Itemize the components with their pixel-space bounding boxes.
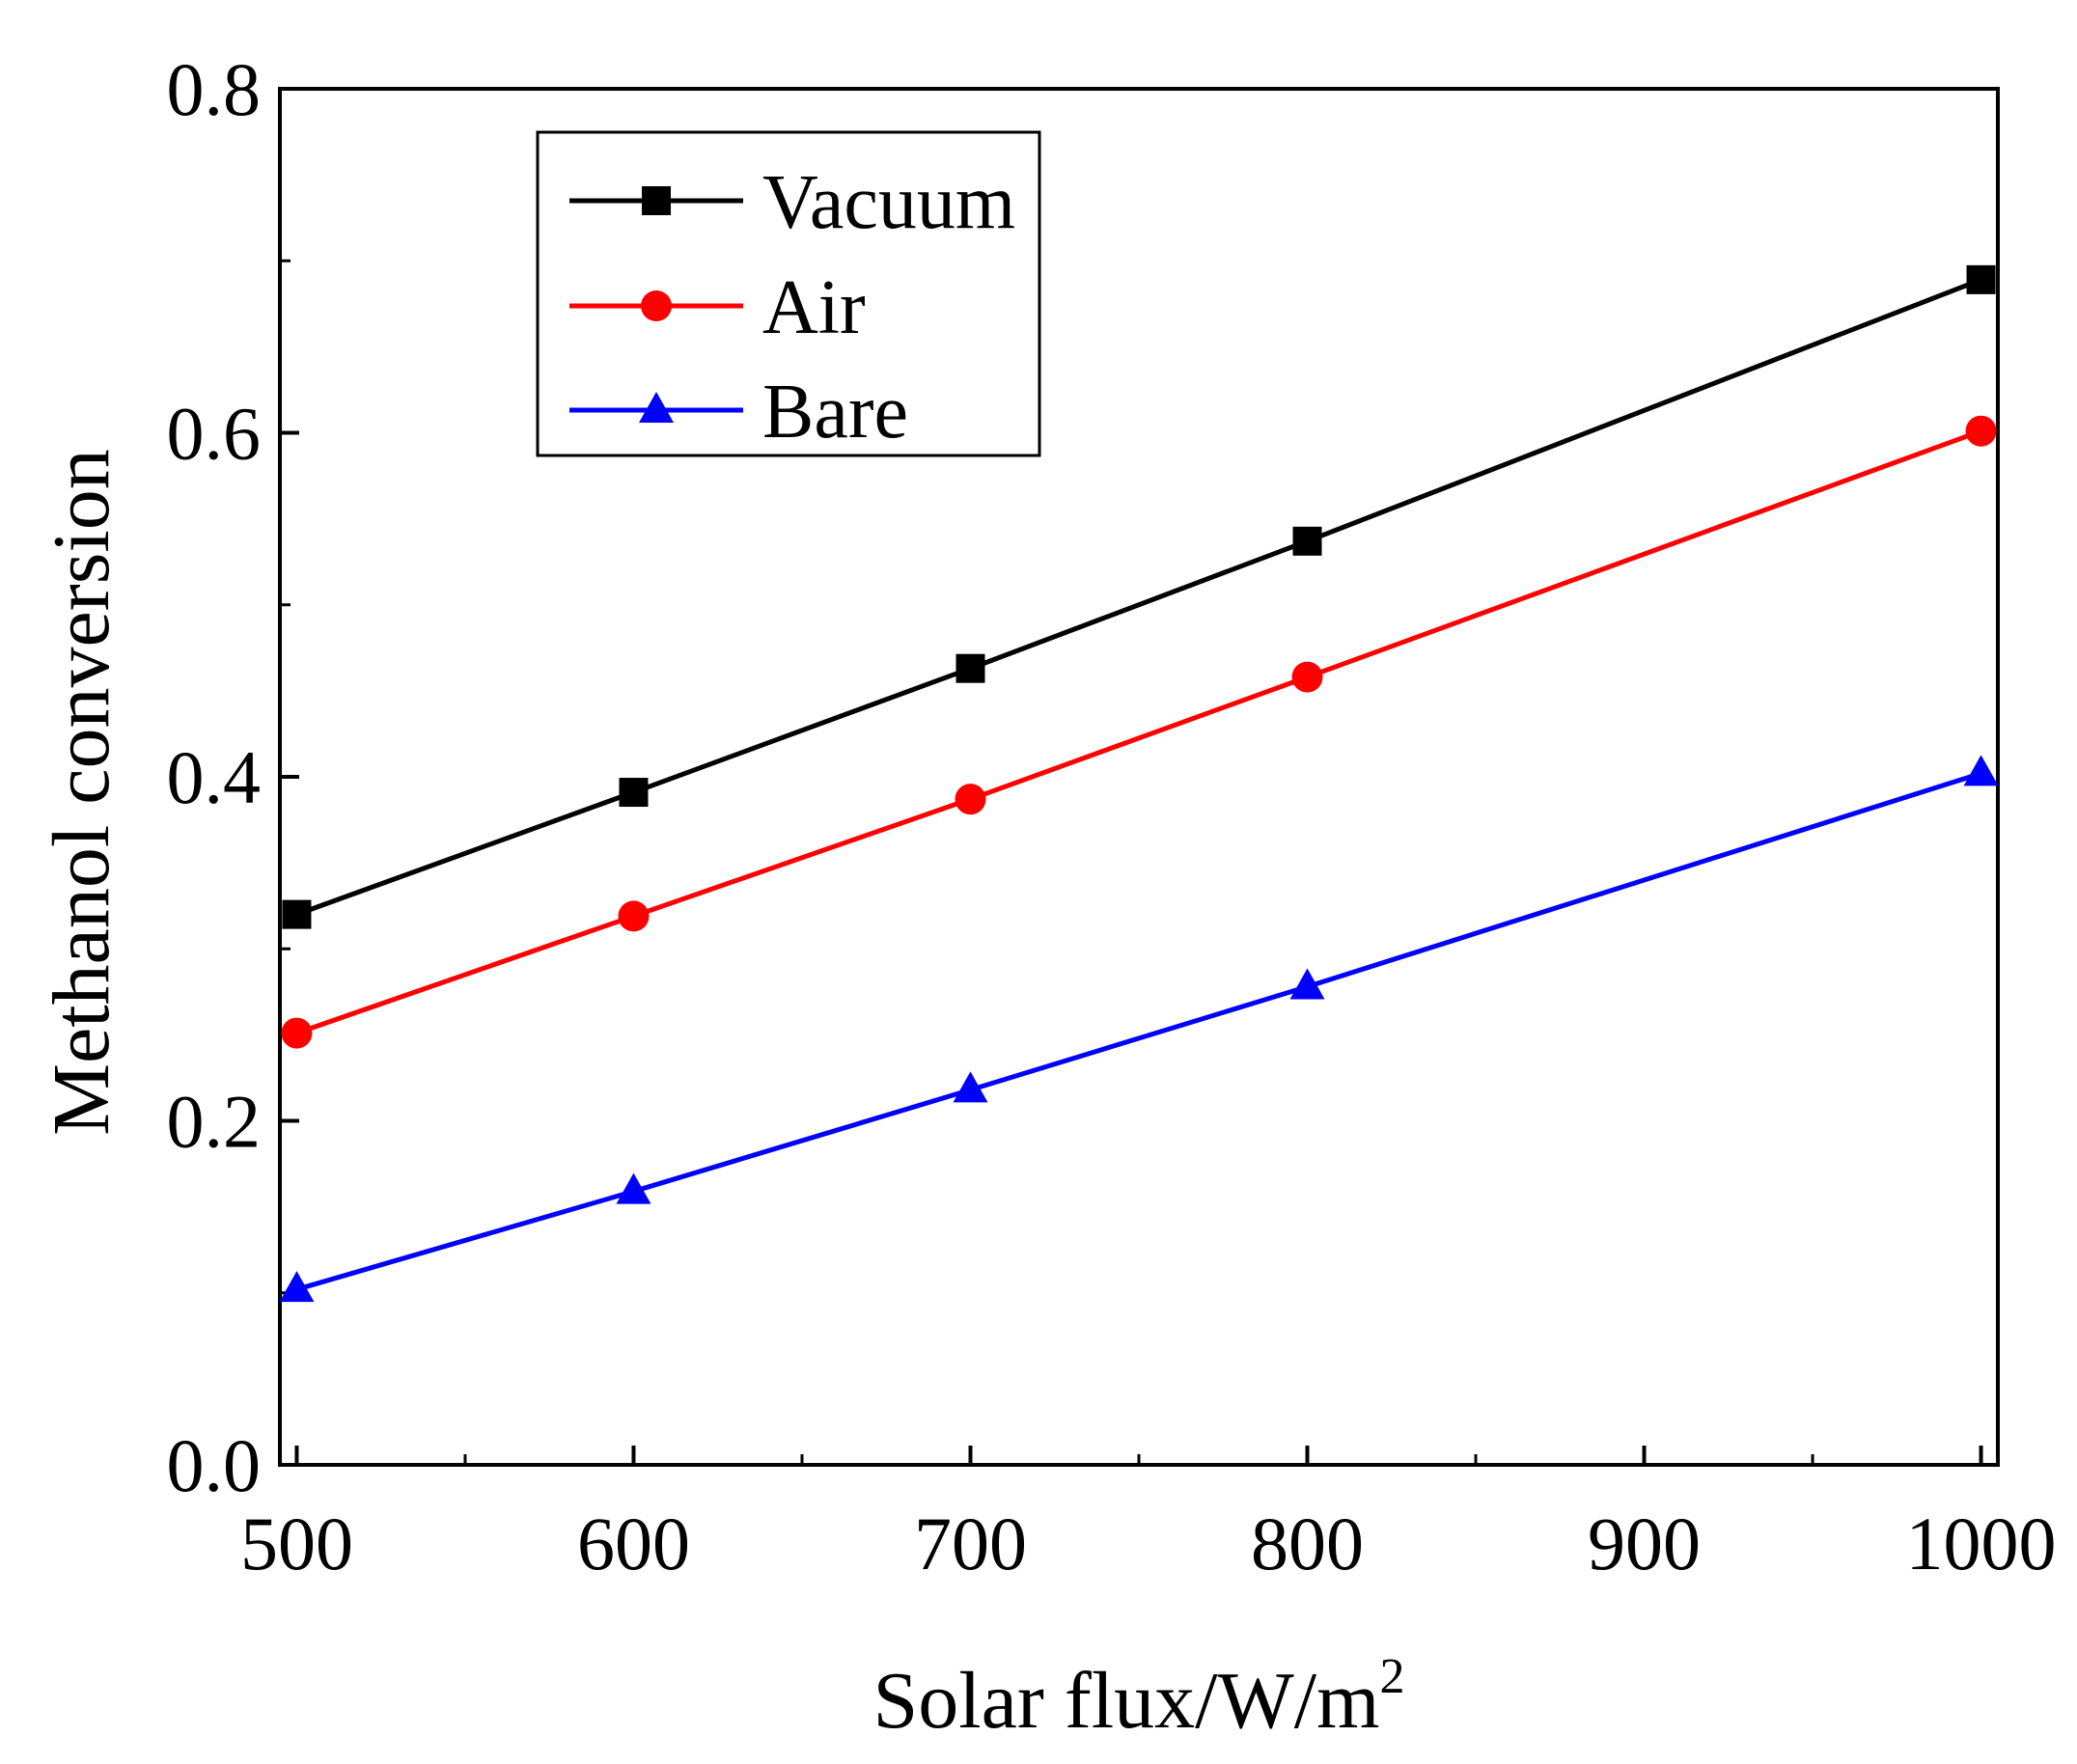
data-point-bare <box>1963 755 1999 786</box>
axis-titles: Solar flux/W/m2 Methanol conversion <box>37 449 1404 1746</box>
x-axis-title-text: Solar flux/W/m <box>873 1656 1380 1746</box>
series-vacuum <box>282 264 1996 929</box>
legend-label-vacuum: Vacuum <box>762 160 1015 245</box>
data-point-vacuum <box>955 653 985 683</box>
data-point-vacuum <box>1292 526 1322 556</box>
y-tick-label: 0.6 <box>167 392 262 476</box>
y-tick-label: 0.4 <box>167 735 262 819</box>
data-point-bare <box>279 1271 315 1303</box>
series-line-bare <box>295 771 1982 1292</box>
data-point-vacuum <box>282 899 312 929</box>
y-tick-label: 0.2 <box>167 1080 262 1164</box>
data-point-air <box>281 1017 313 1049</box>
legend-marker-bare <box>639 392 674 423</box>
y-axis: 0.0 0.2 0.4 0.6 0.8 <box>167 47 299 1507</box>
legend-marker-vacuum <box>642 186 671 215</box>
series-line-air <box>295 428 1982 1035</box>
data-point-bare <box>1289 968 1325 1000</box>
series-layer <box>279 264 1999 1303</box>
data-point-air <box>618 900 650 932</box>
legend-box <box>536 130 1041 457</box>
series-bare <box>279 755 1999 1303</box>
legend-marker-air <box>641 290 672 321</box>
legend-label-air: Air <box>762 265 866 350</box>
legend: Vacuum Air Bare <box>536 130 1041 457</box>
x-axis: 500 600 700 800 900 1000 <box>240 1446 2057 1585</box>
x-tick-label: 800 <box>1251 1502 1364 1585</box>
data-point-air <box>1965 415 1997 447</box>
x-tick-label: 900 <box>1588 1502 1701 1585</box>
legend-label-bare: Bare <box>762 370 908 455</box>
x-tick-label: 700 <box>914 1502 1027 1585</box>
y-tick-label: 0.0 <box>167 1423 262 1507</box>
data-point-bare <box>616 1172 651 1204</box>
data-point-air <box>1291 661 1323 693</box>
y-tick-label: 0.8 <box>167 47 262 131</box>
x-tick-label: 600 <box>577 1502 690 1585</box>
data-point-vacuum <box>1966 264 1996 294</box>
y-axis-title: Methanol conversion <box>37 449 126 1136</box>
x-axis-title-superscript: 2 <box>1379 1649 1404 1704</box>
x-axis-title: Solar flux/W/m2 <box>873 1649 1405 1746</box>
series-air <box>281 415 1997 1049</box>
data-point-vacuum <box>619 778 649 808</box>
data-point-bare <box>953 1071 988 1103</box>
data-point-air <box>955 784 986 815</box>
x-tick-label: 500 <box>240 1502 353 1585</box>
x-tick-label: 1000 <box>1906 1502 2057 1585</box>
